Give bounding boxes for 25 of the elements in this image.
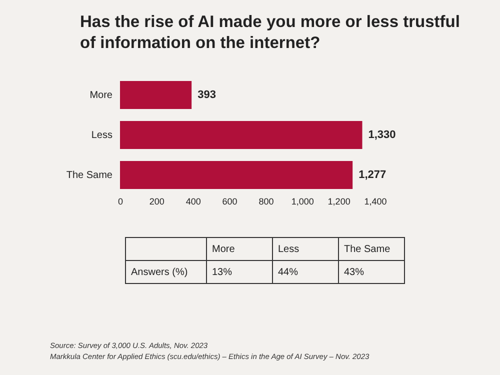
x-tick-label: 1,400 — [364, 196, 387, 206]
text: 13% — [212, 266, 232, 278]
category-label: The Same — [338, 238, 404, 260]
x-tick-label: 400 — [186, 196, 201, 206]
x-tick-label: 600 — [222, 196, 238, 206]
x-tick-label: 800 — [258, 196, 274, 206]
category-label: Less — [272, 238, 338, 260]
data-label: 1,330 — [368, 129, 396, 141]
bar — [120, 81, 192, 109]
bar — [120, 161, 353, 189]
y-tick-label: More — [90, 90, 113, 101]
x-tick-label: 1,000 — [291, 196, 314, 206]
text: 43% — [344, 266, 364, 278]
category-label: More — [206, 238, 272, 260]
bar — [120, 121, 362, 149]
x-tick-label: 1,200 — [328, 196, 350, 206]
data-label: 393 — [198, 89, 216, 101]
text: 44% — [278, 266, 298, 278]
x-tick-label: 200 — [149, 196, 164, 206]
x-tick-label: 0 — [118, 196, 124, 206]
data-label: 1,277 — [358, 169, 386, 181]
chart-title: Has the rise of AI made you more or less trustful of information on the internet? — [80, 12, 461, 54]
y-tick-label: The Same — [66, 170, 113, 181]
text: Answers (%) — [126, 260, 206, 284]
y-tick-label: Less — [91, 130, 112, 141]
